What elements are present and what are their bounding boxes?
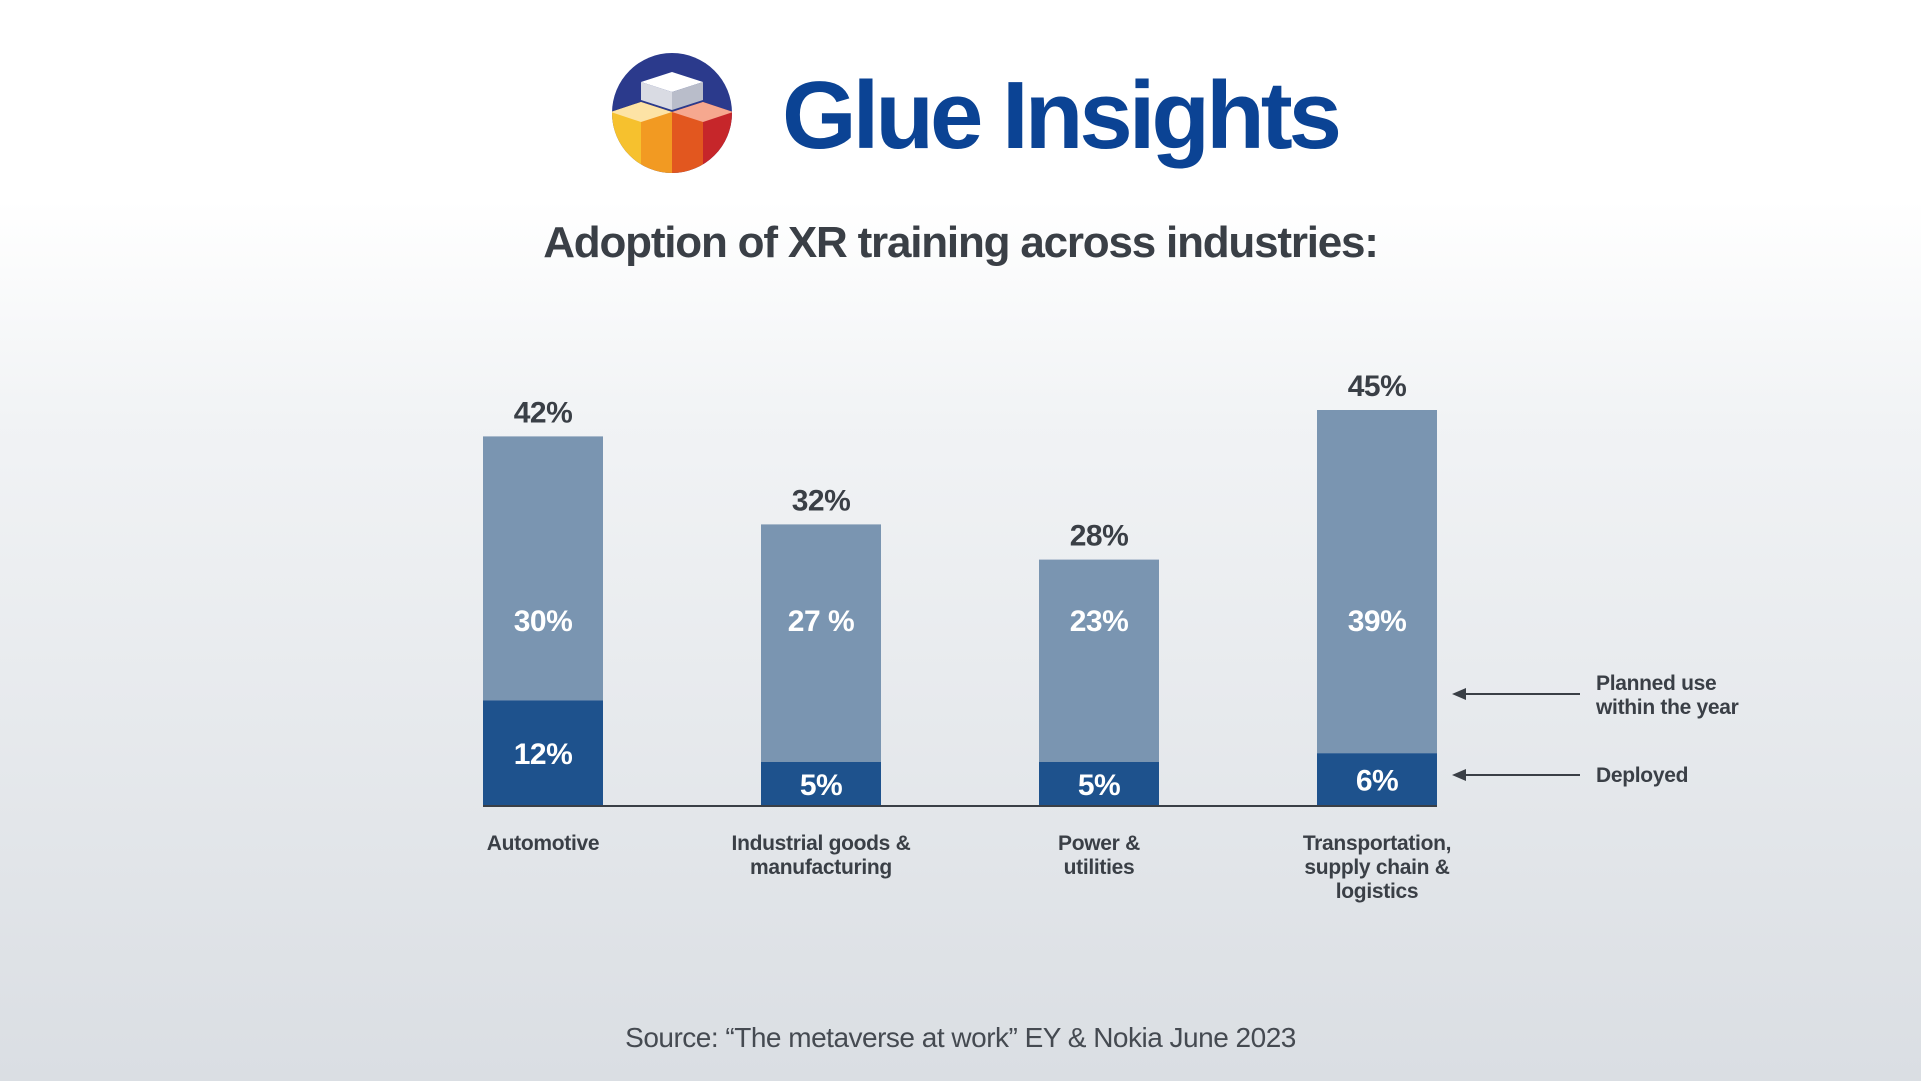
planned-value-label: 23% — [1070, 605, 1129, 638]
header: Glue Insights — [0, 52, 1921, 182]
category-label: utilities — [1064, 856, 1135, 879]
total-label: 45% — [1348, 370, 1407, 403]
deployed-value-label: 5% — [800, 769, 842, 802]
category-label: Industrial goods & — [732, 832, 911, 855]
total-label: 28% — [1070, 520, 1129, 553]
planned-value-label: 39% — [1348, 605, 1407, 638]
total-label: 42% — [514, 396, 573, 429]
bar-planned — [483, 436, 603, 701]
planned-value-label: 27 % — [788, 605, 854, 638]
legend-arrow-planned-head — [1452, 688, 1466, 700]
stacked-cubes-logo-icon — [612, 53, 732, 173]
legend-label-planned: Planned use — [1596, 672, 1716, 695]
source-note: Source: “The metaverse at work” EY & Nok… — [625, 1022, 1296, 1053]
deployed-value-label: 5% — [1078, 769, 1120, 802]
bar-deployed — [1039, 762, 1159, 806]
total-label: 32% — [792, 484, 851, 517]
chart-subtitle: Adoption of XR training across industrie… — [543, 218, 1379, 267]
category-label: supply chain & — [1304, 856, 1449, 879]
bar-planned — [761, 524, 881, 762]
deployed-value-label: 6% — [1356, 765, 1398, 798]
deployed-value-label: 12% — [514, 738, 573, 771]
category-label: Automotive — [487, 832, 600, 855]
category-label: manufacturing — [750, 856, 892, 879]
legend-label-planned: within the year — [1595, 696, 1739, 719]
category-label: Transportation, — [1303, 832, 1451, 855]
brand-title: Glue Insights — [782, 62, 1342, 169]
legend-label-deployed: Deployed — [1596, 764, 1688, 787]
bar-deployed — [1317, 753, 1437, 806]
planned-value-label: 30% — [514, 605, 573, 638]
bar-planned — [1039, 559, 1159, 762]
category-label: Power & — [1058, 832, 1140, 855]
bar-planned — [1317, 410, 1437, 754]
legend-arrow-deployed-head — [1452, 769, 1466, 781]
bar-deployed — [761, 762, 881, 806]
bar-deployed — [483, 700, 603, 806]
category-label: logistics — [1336, 880, 1419, 903]
